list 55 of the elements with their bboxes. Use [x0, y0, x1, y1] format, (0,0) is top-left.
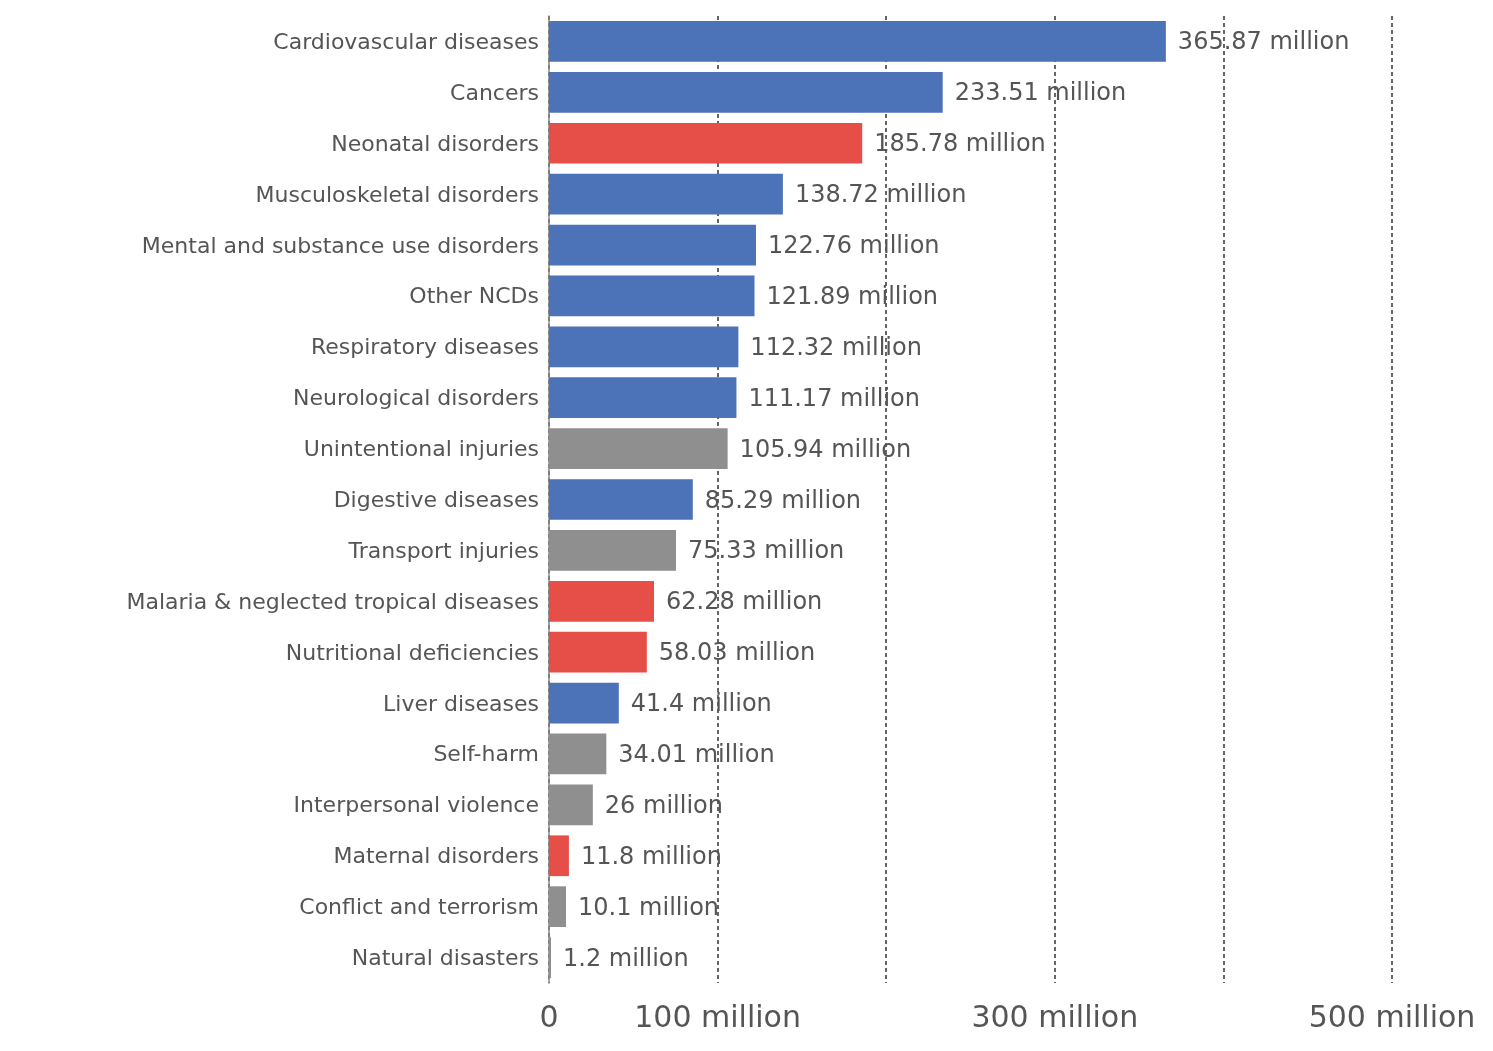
data-label: 34.01 million: [618, 739, 775, 768]
data-label: 112.32 million: [750, 332, 922, 361]
y-tick-label: Interpersonal violence: [293, 792, 539, 818]
y-tick-label: Other NCDs: [409, 283, 539, 309]
data-label: 26 million: [604, 790, 723, 819]
bar: [549, 682, 619, 724]
bar: [549, 580, 654, 622]
x-tick-label: 100 million: [634, 998, 801, 1034]
bar: [549, 326, 739, 368]
data-label: 62.28 million: [666, 587, 823, 616]
x-tick-label: 300 million: [971, 998, 1139, 1034]
bar: [549, 479, 693, 520]
data-label: 138.72 million: [794, 180, 967, 209]
data-label: 75.33 million: [688, 536, 845, 565]
bar: [549, 631, 647, 673]
y-tick-label: Neurological disorders: [293, 385, 539, 411]
bar: [549, 275, 755, 317]
y-tick-label: Conflict and terrorism: [299, 894, 539, 920]
data-label: 111.17 million: [748, 383, 920, 412]
x-tick-label: 0: [539, 998, 559, 1034]
y-tick-label: Cardiovascular diseases: [273, 28, 539, 54]
y-tick-label: Unintentional injuries: [303, 436, 539, 462]
data-label: 122.76 million: [767, 231, 940, 260]
y-tick-label: Nutritional deficiencies: [285, 639, 539, 665]
data-label: 1.2 million: [563, 943, 689, 972]
data-label: 11.8 million: [580, 841, 722, 870]
y-tick-label: Maternal disorders: [333, 843, 539, 869]
y-tick-label: Neonatal disorders: [331, 130, 539, 156]
data-label: 105.94 million: [739, 434, 912, 463]
y-tick-label: Natural disasters: [351, 945, 539, 971]
bar: [549, 224, 756, 266]
data-label: 85.29 million: [704, 485, 862, 514]
y-tick-label: Respiratory diseases: [310, 334, 539, 360]
bar: [549, 21, 1166, 62]
data-label: 233.51 million: [954, 78, 1127, 107]
y-tick-label: Mental and substance use disorders: [141, 232, 539, 258]
y-tick-label: Cancers: [450, 79, 539, 105]
data-label: 58.03 million: [658, 638, 816, 667]
bar: [549, 835, 569, 877]
bar: [549, 173, 783, 215]
bar: [549, 71, 943, 113]
y-tick-label: Transport injuries: [347, 537, 539, 563]
y-tick-label: Self-harm: [433, 741, 539, 767]
data-label: 365.87 million: [1177, 27, 1350, 56]
data-label: 10.1 million: [578, 892, 720, 921]
data-label: 185.78 million: [874, 129, 1046, 158]
y-tick-label: Liver diseases: [383, 690, 539, 716]
data-label: 41.4 million: [630, 689, 772, 718]
x-tick-label: 500 million: [1308, 998, 1476, 1034]
y-tick-label: Musculoskeletal disorders: [255, 181, 539, 207]
y-tick-label: Digestive diseases: [333, 487, 539, 512]
bar: [549, 377, 737, 419]
y-tick-label: Malaria & neglected tropical diseases: [126, 588, 539, 614]
bar: [549, 122, 863, 164]
data-label: 121.89 million: [766, 281, 939, 310]
